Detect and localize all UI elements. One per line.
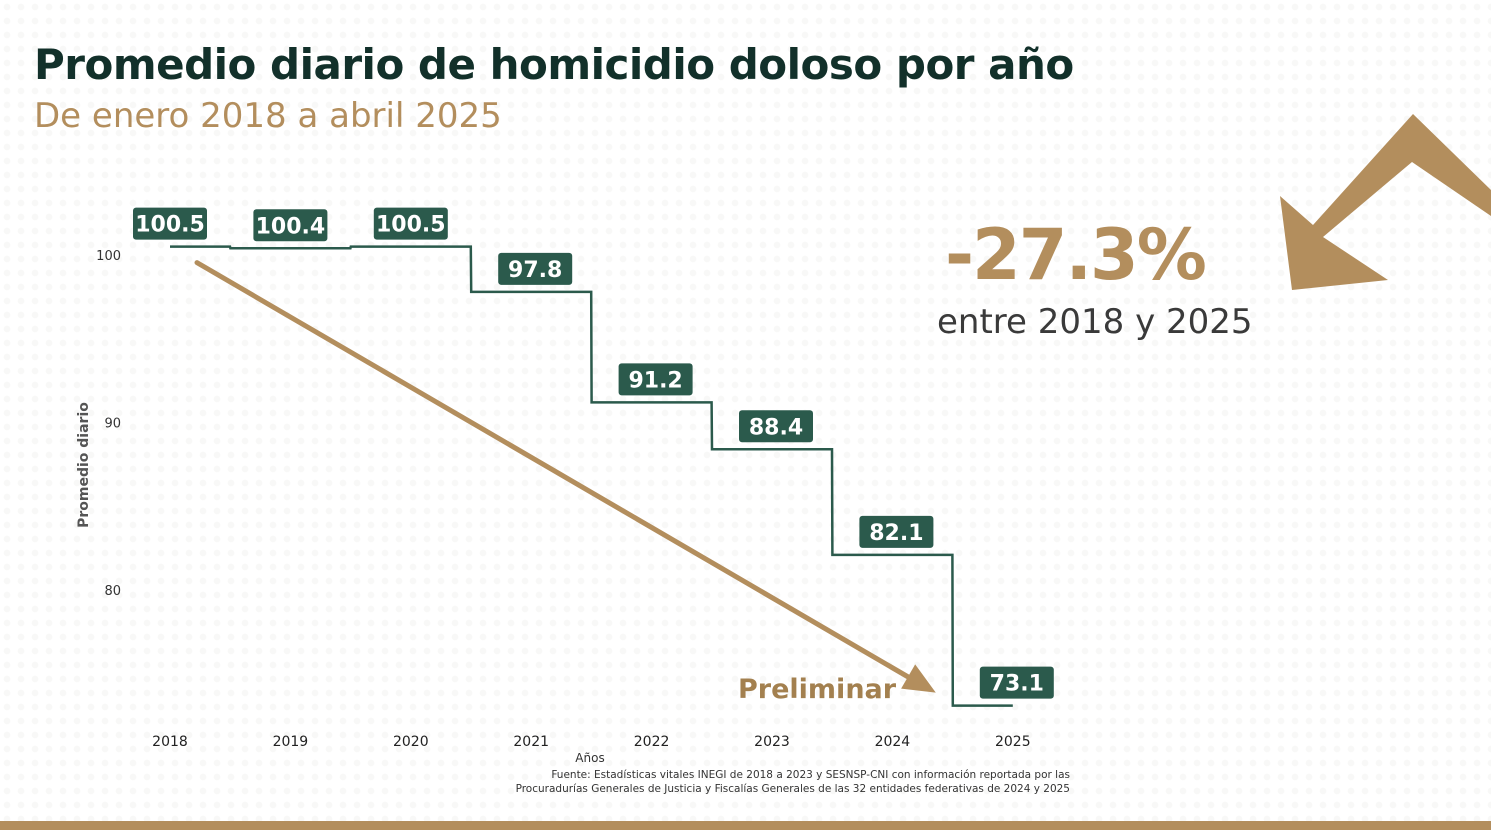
data-label-box	[253, 209, 328, 242]
data-label-value: 73.1	[990, 672, 1044, 697]
x-axis-ticks: 2018 2019 2020 2021 2022 2023 2024 2025	[152, 734, 1030, 750]
x-tick-label: 2019	[273, 734, 309, 750]
data-label: 82.1	[859, 515, 934, 548]
data-label-value: 100.4	[256, 214, 326, 239]
step-series	[170, 245, 1013, 707]
data-label-value: 97.8	[508, 258, 562, 283]
data-label-box	[739, 410, 813, 443]
data-label-value: 100.5	[376, 213, 446, 238]
x-tick-label: 2018	[152, 734, 188, 750]
data-label: 100.4	[253, 209, 328, 242]
data-label: 91.2	[618, 363, 693, 396]
data-label-value: 100.5	[135, 213, 205, 238]
page-subtitle: De enero 2018 a abril 2025	[34, 96, 502, 136]
data-label-box	[618, 363, 693, 396]
data-label-box	[979, 666, 1054, 699]
step-line	[170, 245, 1013, 707]
data-label-value: 82.1	[869, 521, 923, 546]
y-tick-label: 100	[96, 249, 121, 264]
y-axis-ticks: 80 90 100	[96, 249, 121, 599]
data-label: 97.8	[498, 252, 573, 285]
data-label-box	[133, 207, 207, 240]
y-tick-label: 90	[104, 417, 121, 432]
x-tick-label: 2021	[513, 734, 549, 750]
x-tick-label: 2024	[875, 734, 911, 750]
x-axis-title: Años	[575, 751, 604, 765]
bottom-accent-bar	[0, 821, 1491, 830]
data-label-box	[373, 207, 448, 240]
data-label-box	[498, 252, 573, 285]
source-line-2: Procuradurías Generales de Justicia y Fi…	[515, 783, 1070, 795]
source-line-1: Fuente: Estadísticas vitales INEGI de 20…	[551, 769, 1070, 781]
data-label: 100.5	[133, 207, 207, 240]
data-labels: 100.5 100.4 100.5 97.8 91.2 88.4 82.1 73.1	[133, 207, 1054, 699]
x-tick-label: 2023	[754, 734, 790, 750]
y-axis-title: Promedio diario	[76, 402, 92, 528]
percent-change-caption: entre 2018 y 2025	[937, 302, 1253, 342]
y-tick-label: 80	[104, 584, 121, 599]
data-label-box	[859, 515, 934, 548]
preliminar-annotation: Preliminar	[738, 674, 897, 705]
data-label-value: 88.4	[749, 415, 803, 440]
x-tick-label: 2020	[393, 734, 429, 750]
trend-arrowhead	[901, 664, 936, 693]
data-label: 100.5	[373, 207, 448, 240]
page-title: Promedio diario de homicidio doloso por …	[34, 40, 1074, 89]
x-tick-label: 2022	[634, 734, 670, 750]
data-label-value: 91.2	[628, 368, 682, 393]
x-tick-label: 2025	[995, 734, 1031, 750]
source-note: Fuente: Estadísticas vitales INEGI de 20…	[470, 768, 1070, 796]
trend-arrow	[194, 260, 936, 693]
data-label: 88.4	[739, 410, 813, 443]
percent-change-value: -27.3%	[945, 214, 1207, 296]
trend-line	[194, 260, 921, 686]
data-label: 73.1	[979, 666, 1054, 699]
